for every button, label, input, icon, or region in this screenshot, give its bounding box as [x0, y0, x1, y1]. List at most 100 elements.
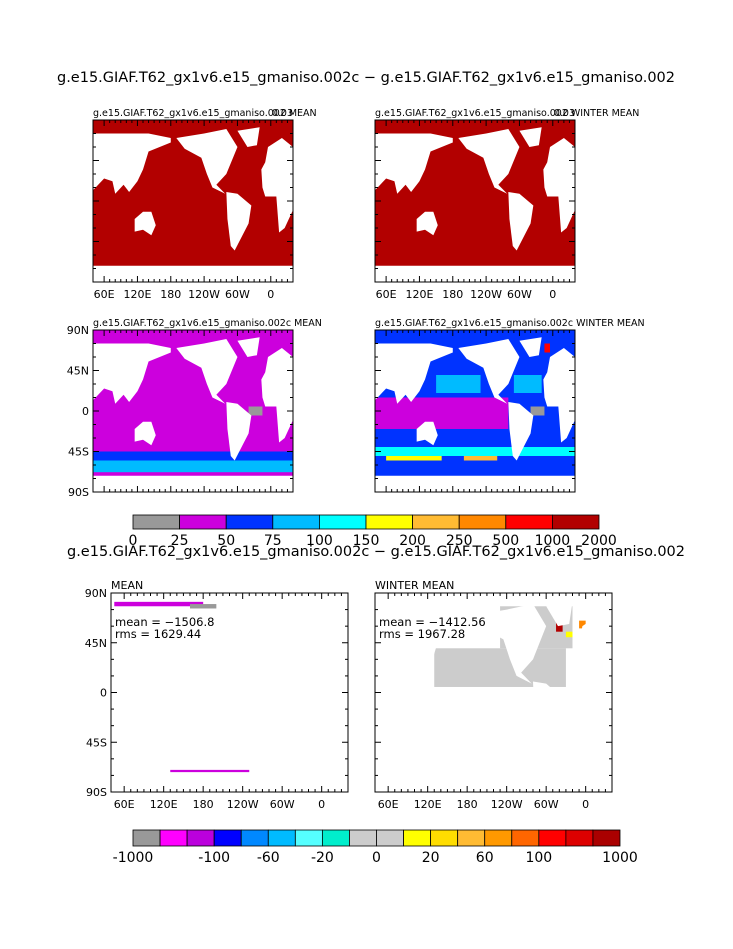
lat-label: 45N	[67, 365, 89, 378]
lon-label: 120W	[491, 798, 523, 811]
colorbar-label: 250	[446, 533, 473, 549]
land	[375, 265, 575, 282]
map-panel: g.e15.GIAF.T62_gx1v6.e15_gmaniso.002 WIN…	[374, 108, 639, 301]
lon-label: 60E	[114, 798, 135, 811]
colorbar-box	[457, 829, 486, 847]
colorbar-box	[403, 829, 432, 847]
land	[269, 681, 299, 754]
lon-label: 60E	[378, 798, 399, 811]
lon-label: 120W	[470, 288, 502, 301]
field-patch	[248, 406, 263, 416]
stat-rms: rms = 1629.44	[115, 627, 201, 641]
land	[424, 705, 450, 735]
colorbar-box	[225, 514, 274, 530]
lon-label: 0	[267, 288, 274, 301]
colorbar-box	[376, 829, 404, 847]
colorbar-box	[179, 514, 227, 530]
colorbar-box	[365, 514, 413, 530]
lon-label: 60W	[270, 798, 295, 811]
colorbar-label: 150	[353, 533, 380, 549]
colorbar-box	[186, 829, 215, 847]
colorbar-box	[294, 829, 323, 847]
field-patch	[513, 375, 542, 393]
colorbar-label: 60	[476, 850, 494, 866]
lon-label: 60W	[534, 798, 559, 811]
colorbar-label: 0	[129, 533, 138, 549]
panel-title: g.e15.GIAF.T62_gx1v6.e15_gmaniso.002c WI…	[375, 318, 645, 329]
map-panel: g.e15.GIAF.T62_gx1v6.e15_gmaniso.002c ME…	[67, 318, 322, 499]
lat-label: 0	[82, 405, 89, 418]
colorbar-box	[505, 514, 553, 530]
lon-label: 180	[457, 798, 478, 811]
land	[134, 211, 156, 236]
colorbar-label: 20	[422, 850, 440, 866]
map-panel: g.e15.GIAF.T62_gx1v6.e15_gmaniso.002c WI…	[374, 318, 645, 493]
lat-label: 45N	[85, 637, 107, 650]
lon-label: 0	[318, 798, 325, 811]
lon-label: 60W	[225, 288, 250, 301]
colorbar-box	[565, 829, 594, 847]
colorbar-label: 100	[306, 533, 333, 549]
lon-label: 120W	[188, 288, 220, 301]
colorbar-box	[159, 829, 188, 847]
land	[93, 475, 293, 492]
stat-rms: rms = 1967.28	[379, 627, 465, 641]
colorbar-label: 1000	[602, 850, 638, 866]
land	[209, 604, 283, 684]
field-patch	[544, 343, 550, 353]
land	[375, 475, 575, 492]
field-patch	[375, 397, 509, 429]
colorbar-box	[511, 829, 540, 847]
field-patch	[190, 604, 217, 609]
land	[176, 339, 238, 404]
land	[93, 265, 293, 282]
land	[458, 339, 520, 404]
land	[508, 402, 534, 461]
colorbar-label: 500	[492, 533, 519, 549]
land	[261, 348, 293, 443]
colorbar-box	[412, 514, 460, 530]
colorbar-label: 50	[217, 533, 235, 549]
field-patch	[463, 456, 498, 461]
colorbar-label: 25	[171, 533, 189, 549]
land	[261, 138, 293, 233]
field-patch	[386, 456, 442, 461]
field-patch	[114, 601, 204, 607]
colorbar-box	[213, 829, 242, 847]
colorbar-label: -100	[198, 850, 230, 866]
field-patch	[530, 406, 545, 416]
lat-label: 90S	[68, 486, 89, 499]
stat-mean: mean = −1412.56	[379, 615, 486, 629]
colorbar-label: -20	[311, 850, 334, 866]
field-patch	[579, 620, 586, 629]
map-panel: g.e15.GIAF.T62_gx1v6.e15_gmaniso.002 MEA…	[92, 108, 317, 301]
colorbar-box	[132, 514, 180, 530]
panel-corner-label: 0.03	[272, 108, 293, 119]
land	[160, 705, 186, 735]
land	[237, 337, 260, 357]
colorbar-label: -1000	[113, 850, 154, 866]
lon-label: 120W	[227, 798, 259, 811]
colorbar-box	[430, 829, 459, 847]
colorbar-box	[240, 829, 269, 847]
lon-label: 0	[549, 288, 556, 301]
colorbar-box	[349, 829, 377, 847]
colorbar-box	[458, 514, 507, 530]
land	[543, 348, 575, 443]
field-patch	[375, 447, 575, 456]
lon-label: 180	[442, 288, 463, 301]
panel-title: WINTER MEAN	[375, 579, 454, 592]
lon-label: 180	[160, 288, 181, 301]
colorbar-box	[592, 829, 621, 847]
field-patch	[93, 460, 293, 473]
land	[375, 609, 468, 684]
land	[111, 609, 204, 684]
colorbar-box	[132, 829, 161, 847]
land	[473, 604, 547, 684]
lon-label: 60E	[94, 288, 115, 301]
land	[519, 337, 542, 357]
land	[310, 615, 348, 732]
field-patch	[565, 631, 573, 638]
field-patch	[556, 620, 563, 632]
